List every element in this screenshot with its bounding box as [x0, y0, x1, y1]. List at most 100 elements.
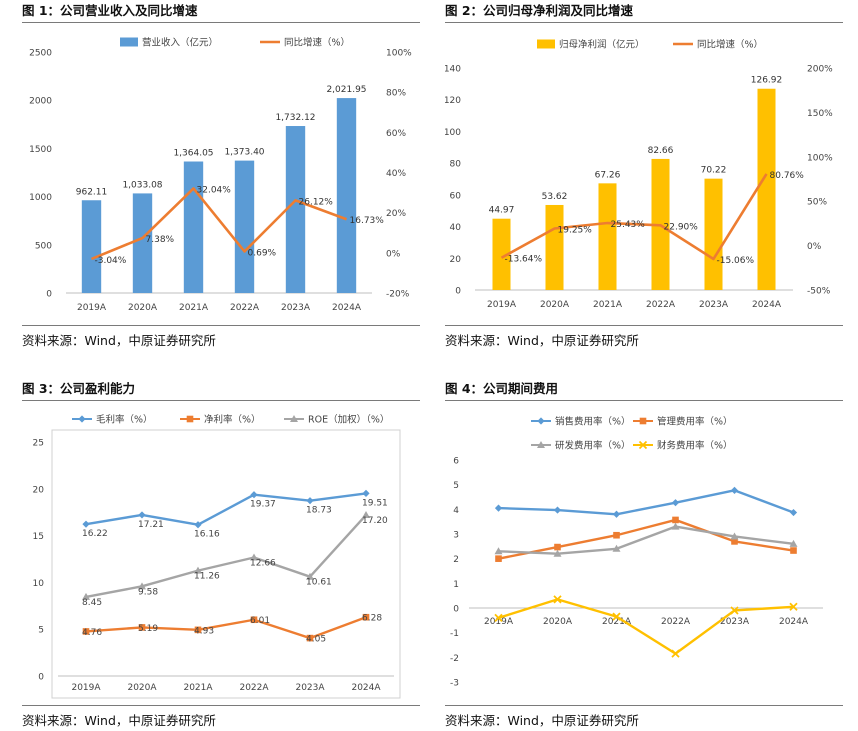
series-line-1 [85, 616, 367, 640]
legend-3-marker [638, 440, 648, 450]
bar-data-label: 1,364.05 [173, 149, 213, 159]
x-tick-label: 2023A [281, 303, 311, 313]
bar-data-label: 82.66 [648, 146, 674, 156]
series-1-point-2019A [82, 628, 90, 635]
series-0-point-2020A [553, 506, 562, 514]
series-0-point-2019A [82, 520, 90, 528]
series-0-point-2020A [138, 511, 146, 519]
bar-data-label: 67.26 [595, 170, 621, 180]
bar-data-label: 53.62 [542, 192, 568, 202]
legend-swatch-bar [537, 39, 555, 49]
net-profit-chart: 0 20 40 60 80 100 120 140 -50% 0% 50% 100% 150% 200% 4… [445, 39, 833, 311]
data-label: 19.51 [362, 498, 388, 508]
data-label: 19.37 [250, 500, 276, 510]
x-tick-label: 2021A [602, 617, 632, 627]
series-1-point-2020A [138, 624, 146, 631]
y-tick-label-right: 40% [386, 169, 406, 179]
line-data-label: 25.43% [611, 220, 646, 230]
data-label: 9.58 [138, 587, 158, 597]
y-tick-label-left: 2500 [29, 49, 52, 59]
y-tick-label: 25 [33, 439, 44, 449]
line-data-label: -3.04% [95, 256, 127, 266]
y-tick-label-right: 60% [386, 129, 406, 139]
legend-label: 毛利率（%） [96, 414, 153, 426]
data-label: 18.73 [306, 506, 332, 516]
y-tick-label: 10 [33, 579, 45, 589]
x-tick-label: 2022A [646, 300, 676, 310]
title-divider [22, 22, 420, 23]
series-2-point-2021A [612, 544, 621, 552]
line-data-label: 19.25% [558, 226, 593, 236]
chart-title: 图 1：公司营业收入及同比增速 [22, 3, 198, 18]
bar-data-label: 962.11 [76, 187, 108, 197]
chart-panel-profitability: 图 3：公司盈利能力 0 5 10 15 20 25 2019A 2020A 2021A 2022… [22, 378, 420, 730]
series-1-point-2022A [250, 616, 258, 624]
series-2-point-2024A [362, 511, 370, 519]
series-1-point-2021A [613, 531, 620, 539]
series-1-point-2019A [495, 555, 502, 562]
y-tick-label: 3 [453, 531, 459, 541]
y-tick-label-right: 100% [807, 153, 833, 163]
series-2-point-2023A [730, 532, 739, 540]
y-tick-label: 6 [453, 457, 459, 467]
series-3-point-2020A [553, 595, 562, 604]
y-tick-label: 5 [38, 626, 44, 636]
revenue-chart: 0 500 1000 1500 2000 2500 -20% 0% 20% 40% 60% 80% 10… [29, 37, 412, 314]
source-divider [22, 705, 420, 706]
series-3-point-2024A [789, 602, 798, 611]
data-label: 4.93 [194, 626, 214, 636]
data-label: 8.45 [82, 598, 102, 608]
y-tick-label: 0 [38, 673, 44, 683]
series-2-point-2022A [250, 553, 258, 561]
series-0-point-2021A [612, 510, 621, 518]
x-tick-label: 2020A [128, 303, 158, 313]
x-tick-label: 2023A [720, 617, 750, 627]
legend-1-marker [639, 417, 647, 425]
legend-3-marker-stroke [638, 440, 648, 450]
legend-label: 销售费用率（%） [555, 416, 631, 428]
source-note: 资料来源：Wind，中原证券研究所 [445, 713, 639, 728]
legend-label-bar: 营业收入（亿元） [142, 37, 218, 49]
y-tick-label: 0 [453, 605, 459, 615]
y-tick-label-right: -50% [807, 287, 831, 297]
series-1-point-2024A [790, 547, 797, 554]
line-data-label: 22.90% [664, 222, 699, 232]
chart-panel-revenue: 图 1：公司营业收入及同比增速 0 500 1000 1500 2000 2500 -20%… [22, 0, 420, 352]
y-tick-label-right: 0% [386, 249, 401, 259]
y-tick-label-left: 80 [450, 160, 462, 170]
series-line-1 [498, 518, 794, 560]
bar-2022A [234, 160, 255, 293]
y-tick-label-left: 20 [450, 255, 462, 265]
x-tick-label: 2019A [484, 617, 514, 627]
series-3-point-2022A [671, 649, 680, 658]
line-data-label: 26.12% [299, 197, 334, 207]
chart-title: 图 2：公司归母净利润及同比增速 [445, 3, 634, 18]
bar-2023A [704, 178, 723, 290]
bar-2021A [183, 161, 204, 293]
title-divider [445, 22, 843, 23]
data-label: 12.66 [250, 559, 276, 569]
x-tick-label: 2024A [332, 303, 362, 313]
y-tick-label: 4 [453, 506, 459, 516]
chart-title: 图 3：公司盈利能力 [22, 381, 136, 396]
y-tick-label-right: 50% [807, 198, 827, 208]
data-label: 10.61 [306, 578, 332, 588]
series-0-point-2024A [362, 489, 370, 497]
legend-label-line: 同比增速（%） [697, 39, 763, 51]
series-line-2 [85, 514, 367, 599]
bar-data-label: 70.22 [701, 166, 727, 176]
bar-2023A [285, 126, 306, 294]
chart-panel-expenses: 图 4：公司期间费用 -3 -2 -1 0 1 2 3 4 5 6 2019A 2020A 2021A 2… [445, 378, 843, 730]
line-data-label: -15.06% [717, 256, 755, 266]
title-divider [22, 400, 420, 401]
data-label: 5.19 [138, 624, 158, 634]
legend-swatch-bar [120, 37, 138, 47]
series-2-point-2021A [194, 566, 202, 574]
data-label: 16.16 [194, 530, 220, 540]
series-1-point-2024A [362, 613, 370, 621]
series-0-point-2024A [789, 508, 798, 517]
data-label: 11.26 [194, 572, 220, 582]
series-1-point-2020A [554, 543, 561, 551]
growth-line [91, 187, 347, 261]
line-data-label: 32.04% [197, 185, 232, 195]
